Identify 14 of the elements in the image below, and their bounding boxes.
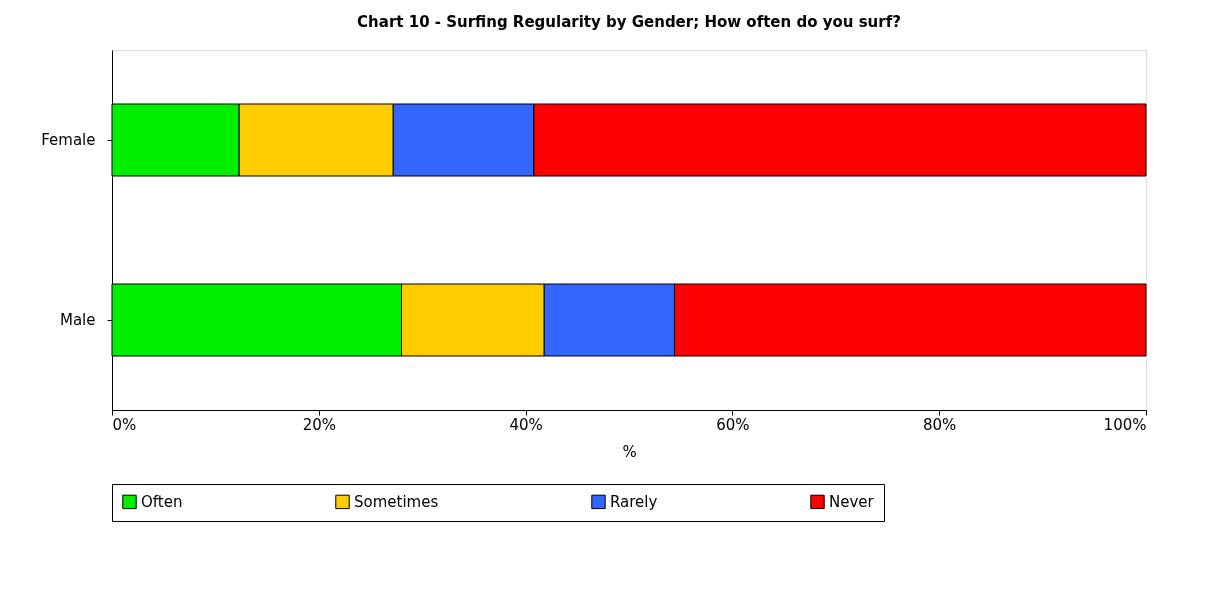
x-tick-label: 20% — [302, 415, 336, 434]
y-tick-label: Female — [41, 131, 96, 149]
x-tick-label: 0% — [112, 415, 137, 434]
x-tick-label: 60% — [716, 415, 750, 434]
legend-label: Sometimes — [354, 492, 439, 511]
legend-label: Never — [829, 492, 875, 511]
chart-title: Chart 10 - Surfing Regularity by Gender; How often do you surf? — [357, 13, 901, 31]
legend-label: Often — [141, 492, 183, 511]
x-axis-title: % — [622, 442, 637, 461]
x-tick-label: 40% — [509, 415, 543, 434]
x-tick-label: 80% — [923, 415, 957, 434]
y-tick-label: Male — [59, 311, 96, 329]
legend-label: Rarely — [610, 492, 658, 511]
x-tick-label: 100% — [1103, 415, 1147, 434]
